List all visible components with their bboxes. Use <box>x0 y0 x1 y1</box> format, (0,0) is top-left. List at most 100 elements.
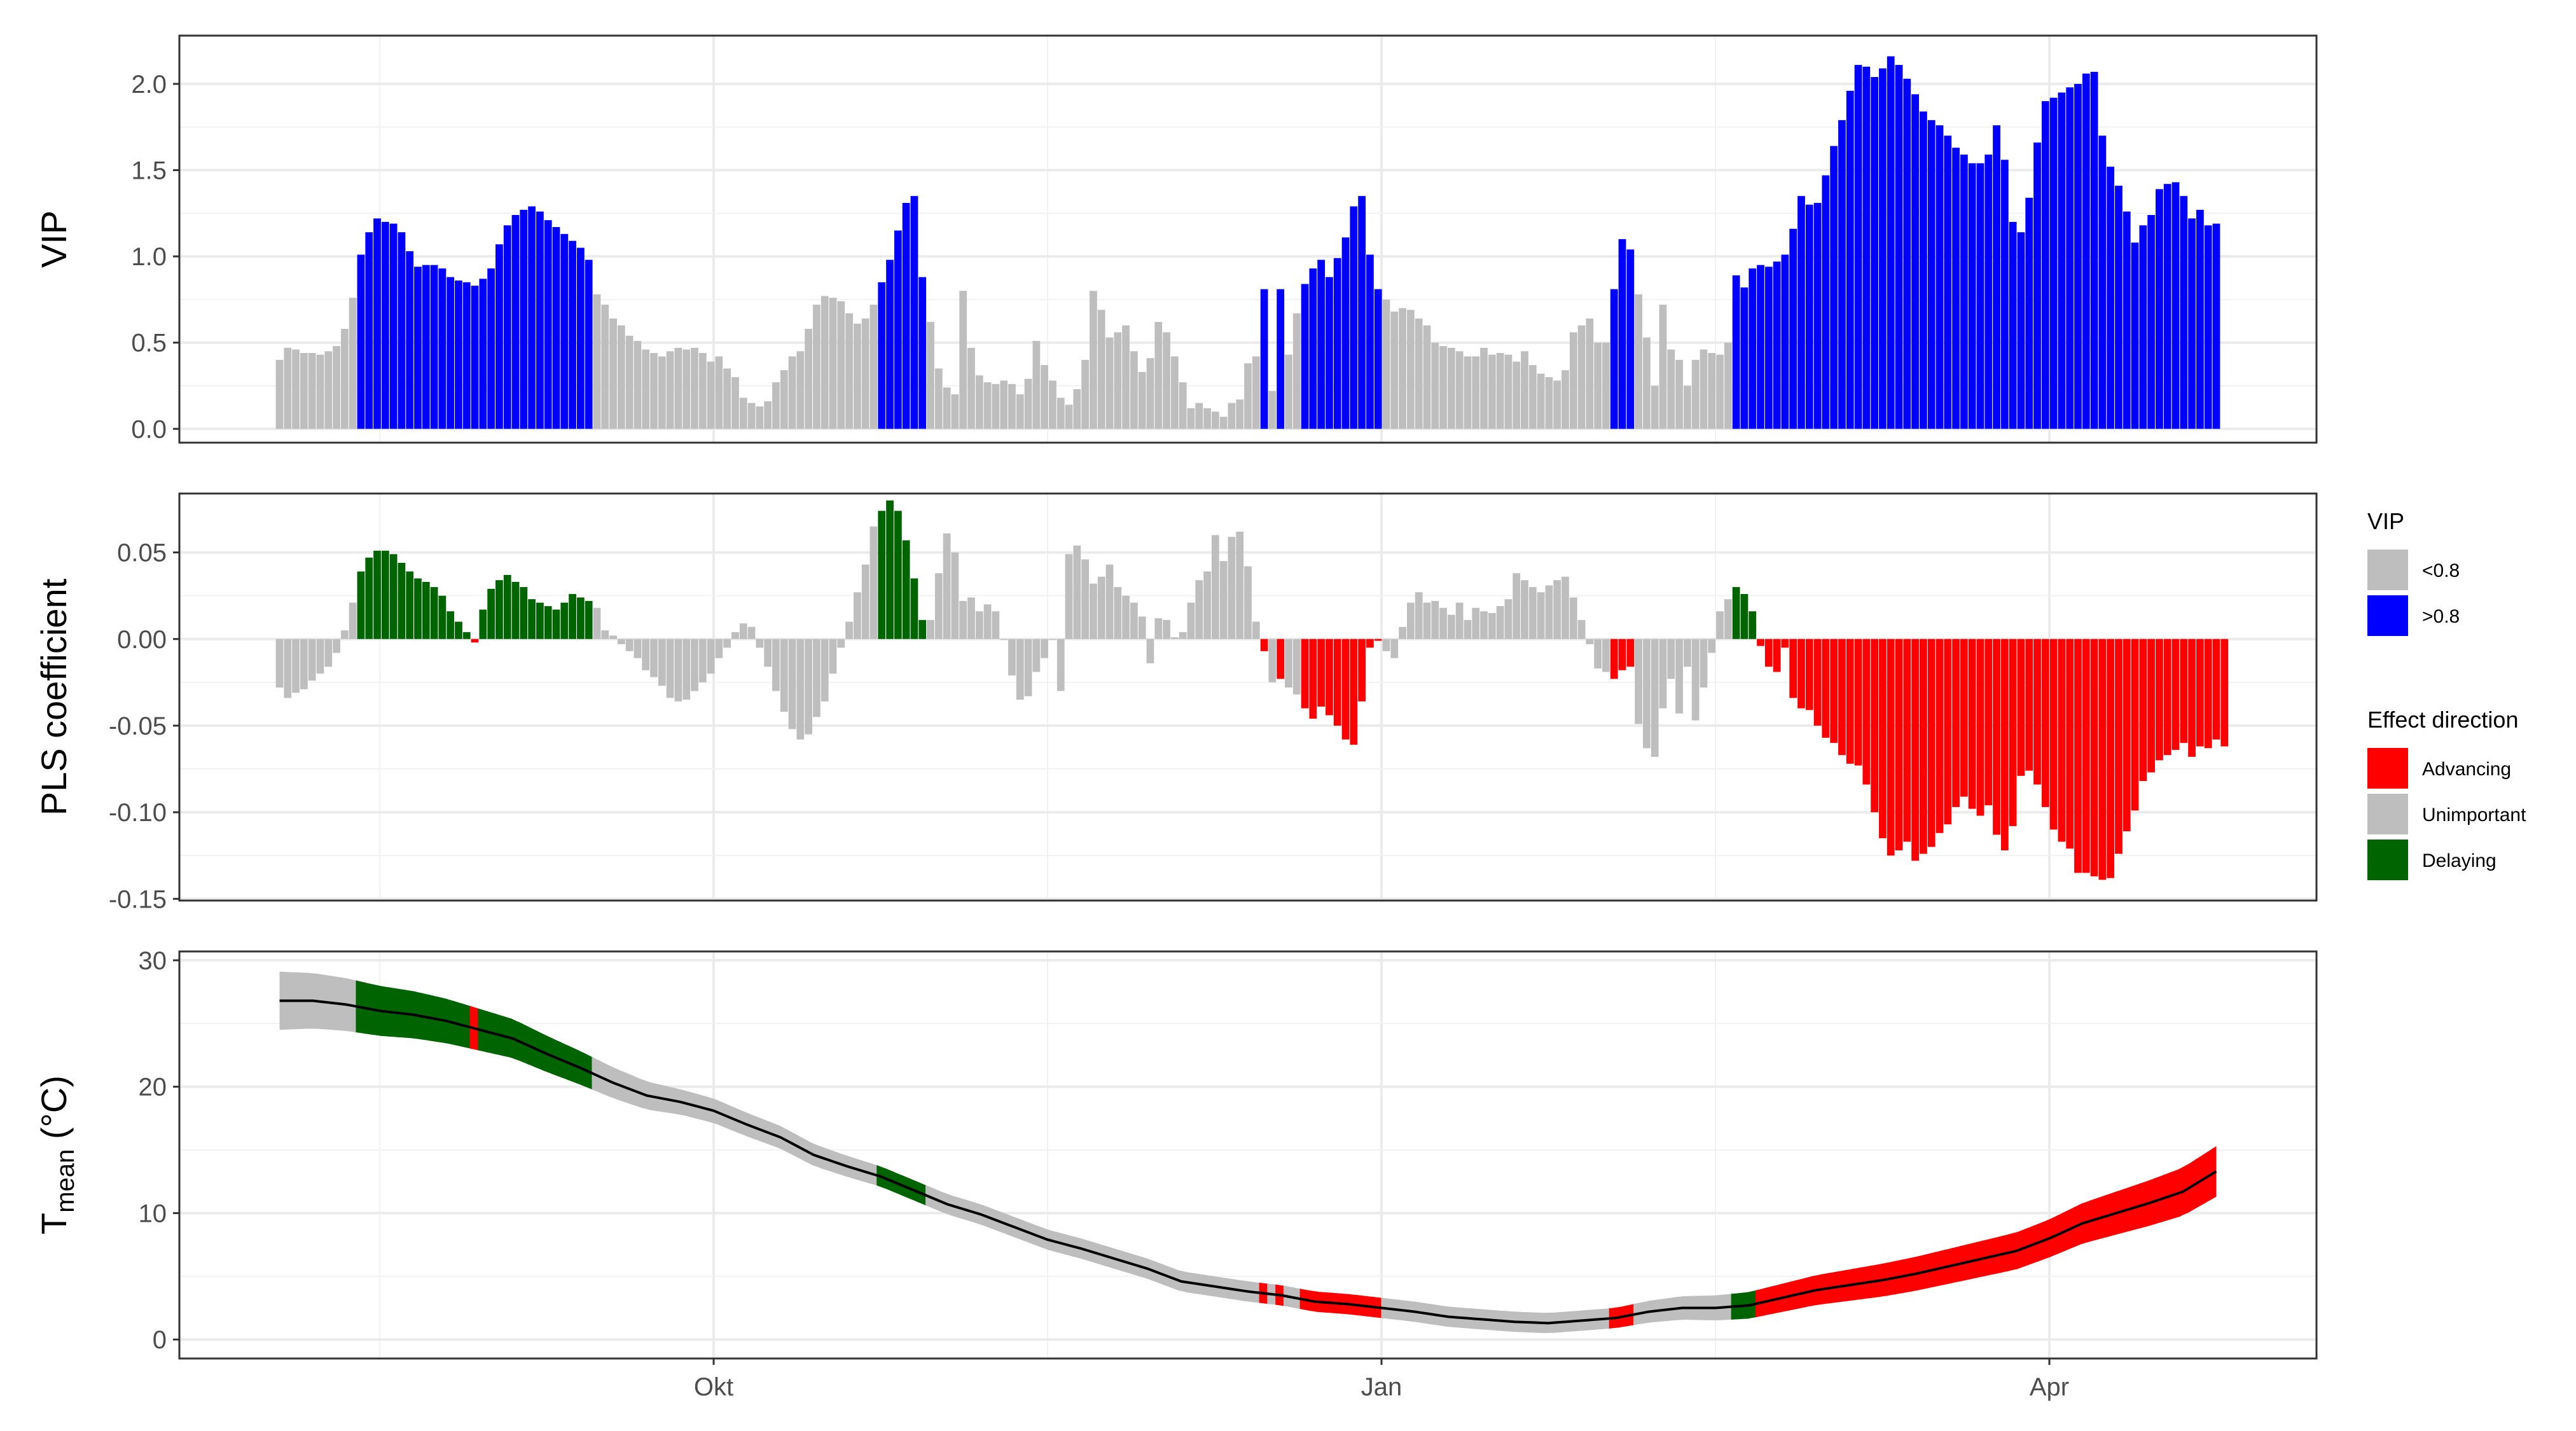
pls-bar <box>1683 639 1691 667</box>
pls-bar <box>471 639 479 643</box>
vip-bar <box>1993 125 2000 429</box>
pls-bar <box>2220 639 2229 747</box>
pls-bar <box>739 623 747 639</box>
pls-bar <box>902 540 910 639</box>
vip-bar <box>1024 378 1032 429</box>
vip-bar <box>1895 65 1903 429</box>
vip-bar <box>308 352 316 429</box>
pls-bar <box>1976 639 1984 816</box>
pls-bar <box>2131 639 2139 811</box>
pls-bar <box>422 581 430 639</box>
x-tick-label: Apr <box>2030 1373 2069 1401</box>
vip-bar <box>747 403 756 429</box>
vip-bar <box>910 196 918 429</box>
pls-panel: 0.05 0.00 -0.05 -0.10 -0.15 PLS coefficient <box>34 492 2318 913</box>
pls-bar <box>1439 607 1447 639</box>
pls-bar <box>2122 639 2131 832</box>
pls-bar <box>691 639 698 691</box>
vip-bar <box>2171 182 2180 429</box>
vip-bar <box>430 265 438 429</box>
pls-bar <box>1130 602 1138 639</box>
pls-bar <box>1301 639 1309 709</box>
vip-bar <box>707 361 715 429</box>
pls-bar <box>389 554 398 639</box>
temperature-y-axis-title: Tmean (°C) <box>34 1075 80 1234</box>
vip-bar <box>1195 403 1203 429</box>
pls-bar <box>1903 639 1911 842</box>
vip-bar <box>983 382 992 429</box>
pls-bar <box>1569 597 1577 639</box>
pls-bar <box>2139 639 2147 782</box>
pls-bar <box>1292 639 1301 695</box>
pls-bar <box>642 639 650 670</box>
vip-bar <box>959 291 967 429</box>
vip-bar <box>1496 352 1504 429</box>
vip-bar <box>1577 325 1586 429</box>
vip-bar <box>1903 78 1911 429</box>
pls-bar <box>747 626 756 639</box>
pls-bar <box>1016 639 1024 700</box>
vip-bar <box>805 329 813 429</box>
x-tick-label: Jan <box>1361 1373 1402 1401</box>
pls-bar <box>1838 639 1846 756</box>
pls-bar <box>609 635 617 639</box>
vip-bar <box>951 394 959 429</box>
pls-bar <box>1431 600 1439 639</box>
pls-bar <box>1122 595 1130 639</box>
vip-bar <box>1797 196 1805 429</box>
vip-legend: VIP <0.8 >0.8 <box>2367 508 2460 636</box>
vip-bar <box>503 225 511 429</box>
pls-y-axis-title: PLS coefficient <box>34 578 74 815</box>
vip-panel: 0.0 0.5 1.0 1.5 2.0 VIP <box>34 34 2318 444</box>
vip-bar <box>1504 354 1513 429</box>
temperature-panel: 0 10 20 30 Okt Jan Apr Tmean (°C) <box>34 947 2318 1401</box>
vip-bar <box>1789 228 1797 429</box>
vip-bar <box>2131 242 2139 429</box>
vip-bar <box>1724 342 1732 429</box>
pls-bar <box>967 597 975 639</box>
vip-bar <box>918 277 927 429</box>
temperature-y-tick-label: 20 <box>139 1074 167 1102</box>
vip-bar <box>2000 160 2009 429</box>
vip-bar <box>1260 289 1268 429</box>
pls-bar <box>1862 639 1871 785</box>
effect-legend-title: Effect direction <box>2367 707 2518 733</box>
vip-bar <box>1326 277 1333 429</box>
pls-bar <box>2163 639 2171 756</box>
pls-bar <box>455 621 462 639</box>
vip-bar <box>1610 289 1618 429</box>
pls-bar <box>1382 639 1390 651</box>
vip-bar <box>1350 206 1358 429</box>
pls-bar <box>1374 639 1382 641</box>
vip-bar <box>552 227 560 429</box>
vip-bar <box>739 398 747 429</box>
pls-bar <box>1521 580 1528 639</box>
vip-bar <box>1154 322 1163 429</box>
pls-bar <box>715 639 723 658</box>
vip-bar <box>1854 65 1862 429</box>
vip-bar <box>796 351 805 429</box>
vip-bar <box>576 247 585 429</box>
pls-bar <box>951 552 959 639</box>
pls-bar <box>1577 619 1586 639</box>
pls-bar <box>2082 639 2090 873</box>
vip-bar <box>2098 135 2107 429</box>
vip-bar <box>829 298 837 429</box>
pls-bar <box>2025 639 2033 771</box>
vip-bar <box>934 368 943 429</box>
pls-bar <box>1757 639 1764 646</box>
vip-bar <box>447 277 455 429</box>
pls-bar <box>552 609 560 639</box>
pls-bar <box>511 581 520 639</box>
pls-bar <box>1708 639 1716 653</box>
vip-bar <box>1114 332 1122 429</box>
vip-bar <box>780 370 788 429</box>
vip-bar <box>1513 361 1521 429</box>
vip-bar <box>853 323 861 429</box>
pls-bar <box>861 564 869 639</box>
vip-bar <box>1138 371 1146 429</box>
pls-bar <box>723 639 731 648</box>
pls-bar <box>943 533 951 639</box>
pls-bar <box>983 604 992 639</box>
pls-bar <box>585 600 593 639</box>
